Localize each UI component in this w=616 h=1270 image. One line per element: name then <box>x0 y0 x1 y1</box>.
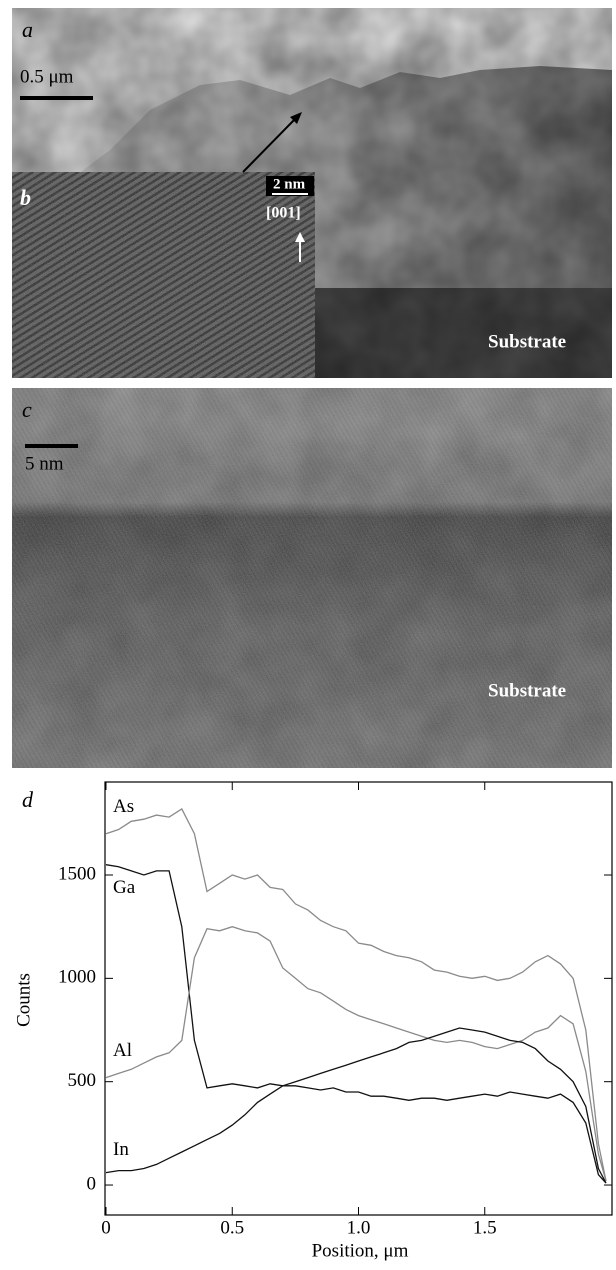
panel-c: c 5 nm Substrate <box>12 388 612 768</box>
inset-grain <box>12 172 315 378</box>
panel-label: b <box>20 185 31 210</box>
region-label: Substrate <box>488 331 566 352</box>
series-line <box>106 809 606 1181</box>
plot-frame <box>105 782 612 1215</box>
y-tick-label: 1500 <box>58 863 96 884</box>
series-line <box>106 865 606 1183</box>
scale-label: 0.5 μm <box>20 66 74 87</box>
y-tick-label: 1000 <box>58 967 96 988</box>
page: a 0.5 μm Substrate 2 nm [001] b c 5 nm S… <box>0 0 616 1270</box>
y-tick-label: 500 <box>68 1070 97 1091</box>
x-tick-label: 0.5 <box>220 1217 244 1238</box>
panel-label: c <box>22 397 32 422</box>
x-tick-label: 1.0 <box>347 1217 371 1238</box>
series-label: As <box>113 796 134 817</box>
panel-label: a <box>22 17 33 42</box>
scale-label: 5 nm <box>25 453 64 474</box>
grain <box>12 388 612 768</box>
x-tick-label: 0 <box>101 1217 111 1238</box>
panel-a: a 0.5 μm Substrate 2 nm [001] b <box>12 8 612 378</box>
panel-label: d <box>22 787 34 812</box>
y-tick-label: 0 <box>87 1173 97 1194</box>
x-tick-label: 1.5 <box>473 1217 497 1238</box>
series-line <box>106 1028 606 1183</box>
y-axis-label: Counts <box>13 973 34 1027</box>
direction-label: [001] <box>266 205 301 222</box>
series-label: Al <box>113 1040 132 1061</box>
series-label: In <box>113 1139 129 1160</box>
figure: a 0.5 μm Substrate 2 nm [001] b c 5 nm S… <box>0 0 616 1270</box>
series-label: Ga <box>113 877 136 898</box>
x-axis-label: Position, μm <box>312 1240 409 1261</box>
region-label: Substrate <box>488 680 566 701</box>
scale-label: 2 nm <box>273 176 306 192</box>
